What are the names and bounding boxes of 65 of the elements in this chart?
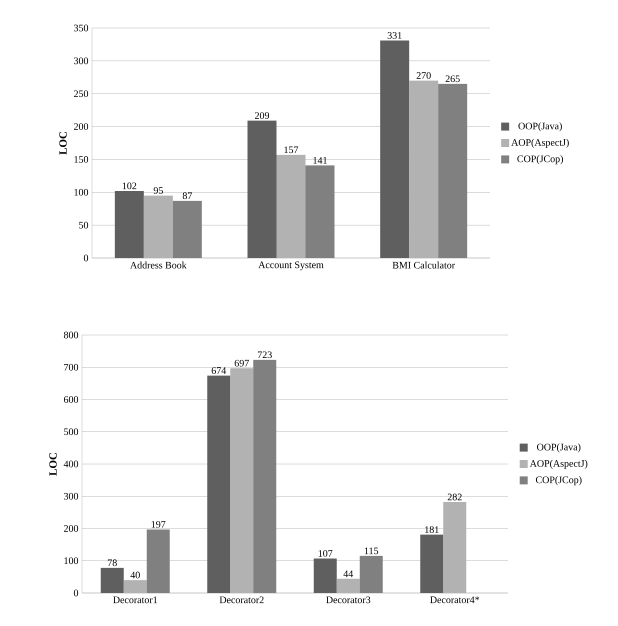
data-label: 331 — [388, 32, 402, 39]
data-label: 270 — [416, 72, 431, 79]
x-tick-label: BMI Calculator — [392, 262, 455, 269]
bar — [306, 165, 335, 258]
y-tick-label: 600 — [64, 396, 78, 403]
y-tick-label: 150 — [74, 156, 88, 163]
x-tick-label: Decorator4* — [430, 596, 480, 604]
legend-label: AOP(AspectJ) — [530, 460, 588, 469]
bar — [207, 376, 230, 593]
y-tick-label: 350 — [74, 24, 88, 32]
data-label: 40 — [130, 572, 140, 578]
y-tick-label: 100 — [64, 557, 78, 564]
y-tick-label: 300 — [64, 492, 78, 500]
legend-label: COP(JCop) — [517, 155, 564, 164]
y-tick-label: 250 — [74, 90, 88, 98]
legend-label: COP(JCop) — [536, 476, 582, 486]
data-label: 95 — [154, 187, 163, 194]
y-axis-title: LOC — [49, 452, 57, 476]
y-tick-label: 800 — [64, 332, 78, 338]
y-tick-label: 200 — [74, 123, 88, 130]
bar — [146, 529, 170, 593]
y-tick-label: 0 — [84, 254, 88, 262]
y-tick-label: 100 — [74, 188, 88, 196]
legend-label: OOP(Java) — [518, 122, 562, 132]
data-label: 282 — [448, 494, 462, 500]
bar — [114, 190, 144, 258]
data-label: 87 — [182, 192, 192, 200]
y-tick-label: 300 — [74, 57, 88, 64]
data-label: 141 — [313, 157, 327, 164]
data-label: 674 — [212, 367, 226, 374]
data-label: 115 — [364, 548, 378, 554]
bar — [380, 40, 410, 258]
data-label: 209 — [254, 112, 270, 119]
data-label: 181 — [425, 526, 439, 533]
bar — [172, 200, 202, 258]
y-tick-label: 700 — [64, 364, 78, 371]
data-label: 78 — [108, 559, 117, 566]
y-tick-label: 500 — [64, 428, 78, 436]
bar — [438, 84, 468, 258]
y-tick-label: 200 — [64, 525, 78, 532]
legend-label: OOP(Java) — [537, 443, 580, 452]
data-label: 102 — [122, 182, 136, 190]
bar — [360, 556, 383, 593]
x-tick-label: Decorator3 — [326, 596, 370, 604]
data-label: 157 — [284, 146, 298, 154]
x-tick-label: Decorator1 — [113, 596, 158, 604]
y-tick-label: 0 — [74, 590, 78, 596]
bar — [420, 534, 444, 593]
data-label: 697 — [234, 360, 249, 367]
x-tick-label: Account System — [258, 262, 324, 270]
data-label: 107 — [318, 550, 332, 557]
y-axis-title: LOC — [59, 132, 67, 155]
y-tick-label: 400 — [64, 460, 78, 468]
bar — [253, 360, 276, 593]
legend-label: AOP(AspectJ) — [511, 138, 569, 148]
x-tick-label: Address Book — [130, 262, 187, 269]
bar — [314, 558, 337, 593]
data-label: 265 — [446, 75, 460, 82]
data-label: 197 — [152, 521, 166, 528]
bar — [248, 120, 277, 258]
data-label: 723 — [258, 351, 272, 358]
bar — [100, 568, 124, 593]
y-tick-label: 50 — [79, 222, 88, 228]
data-label: 44 — [343, 570, 354, 578]
x-tick-label: Decorator2 — [220, 596, 264, 604]
